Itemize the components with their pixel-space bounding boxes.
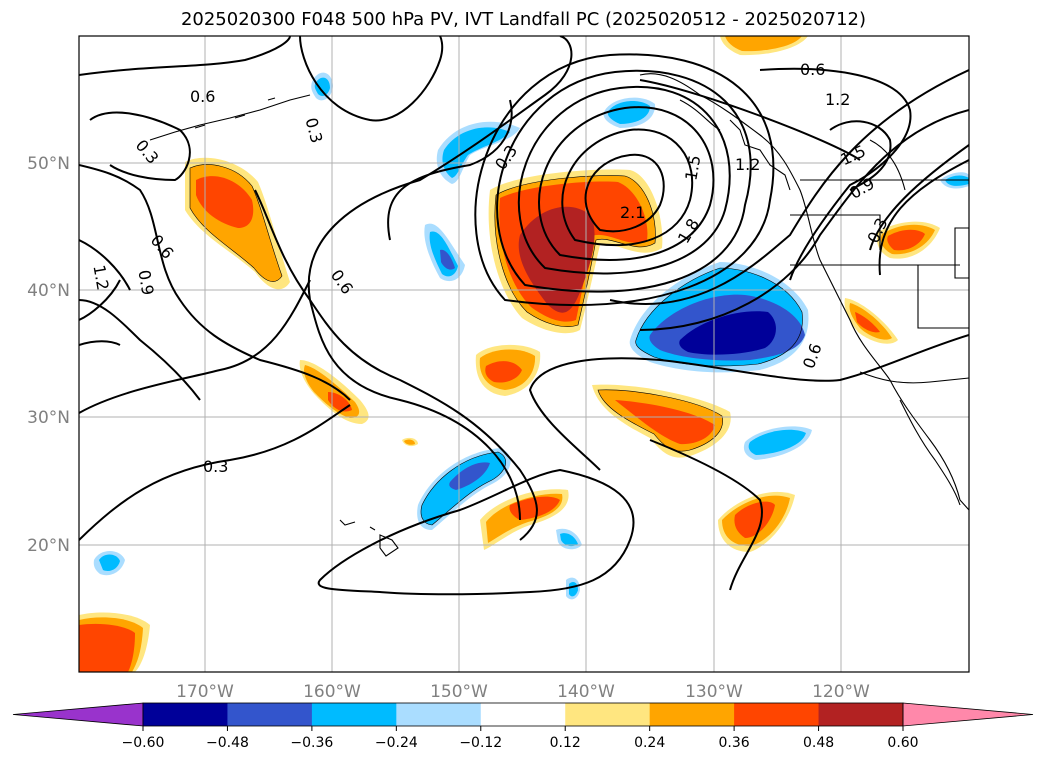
ivt-outlines: [189, 164, 803, 526]
lon-tick-label: 150°W: [430, 682, 488, 702]
map-frame: [78, 35, 970, 673]
lat-tick-label: 30°N: [27, 408, 70, 428]
lon-tick-label: 160°W: [303, 682, 361, 702]
colorbar-frame: [142, 702, 904, 727]
longitude-ticks: 170°W 160°W 150°W 140°W 130°W 120°W: [176, 682, 870, 702]
contour-label: 2.1: [620, 203, 645, 222]
lon-tick-label: 140°W: [557, 682, 615, 702]
contour-label: 0.6: [190, 87, 215, 106]
colorbar-tick-label: −0.60: [122, 735, 165, 751]
map-panel: 0.6 0.3 0.3 0.6 0.9 1.2 0.6 0.3 0.3 0.6 …: [79, 36, 969, 672]
lon-tick-label: 130°W: [685, 682, 743, 702]
colorbar-segment: [227, 703, 313, 726]
colorbar-segment: [143, 703, 228, 726]
contour-label: 1.2: [89, 263, 112, 291]
colorbar-tick-label: −0.48: [206, 735, 249, 751]
colorbar-segment: [565, 703, 651, 726]
lat-tick-label: 20°N: [27, 536, 70, 556]
colorbar-extend-high: [902, 702, 1034, 727]
contour-label: 0.3: [203, 457, 228, 476]
colorbar-segment: [396, 703, 482, 726]
lon-tick-label: 120°W: [812, 682, 870, 702]
colorbar-extend-low: [12, 702, 144, 727]
lat-tick-label: 50°N: [27, 154, 70, 174]
colorbar-tick-label: −0.12: [459, 735, 502, 751]
coastlines: [149, 73, 969, 557]
graticule: [79, 36, 969, 672]
colorbar-tick-label: −0.24: [375, 735, 418, 751]
colorbar-segment: [649, 703, 735, 726]
contour-label: 1.2: [825, 90, 850, 109]
contour-label: 1.2: [735, 155, 760, 174]
colorbar-segment: [818, 703, 904, 726]
colorbar-tick-label: −0.36: [290, 735, 333, 751]
colorbar-tick-label: 0.48: [803, 735, 834, 751]
colorbar: −0.60 −0.48 −0.36 −0.24 −0.12 0.12 0.24 0.36 0.4…: [12, 702, 1034, 751]
latitude-ticks: 50°N 40°N 30°N 20°N: [27, 154, 70, 556]
contour-label: 1.5: [681, 154, 704, 182]
lon-tick-label: 170°W: [176, 682, 234, 702]
lat-tick-label: 40°N: [27, 281, 70, 301]
colorbar-tick-label: 0.60: [887, 735, 918, 751]
colorbar-tick-label: 0.36: [719, 735, 750, 751]
pv-contours: [79, 36, 969, 596]
colorbar-segment: [311, 703, 397, 726]
colorbar-segment: [480, 703, 566, 726]
contour-label: 0.9: [134, 268, 157, 296]
colorbar-tick-label: 0.24: [634, 735, 665, 751]
colorbar-tick-label: 0.12: [550, 735, 581, 751]
colorbar-segment: [734, 703, 820, 726]
contour-label: 0.6: [800, 60, 825, 79]
map-title: 2025020300 F048 500 hPa PV, IVT Landfall…: [180, 9, 867, 30]
ivt-shading: [79, 36, 969, 672]
